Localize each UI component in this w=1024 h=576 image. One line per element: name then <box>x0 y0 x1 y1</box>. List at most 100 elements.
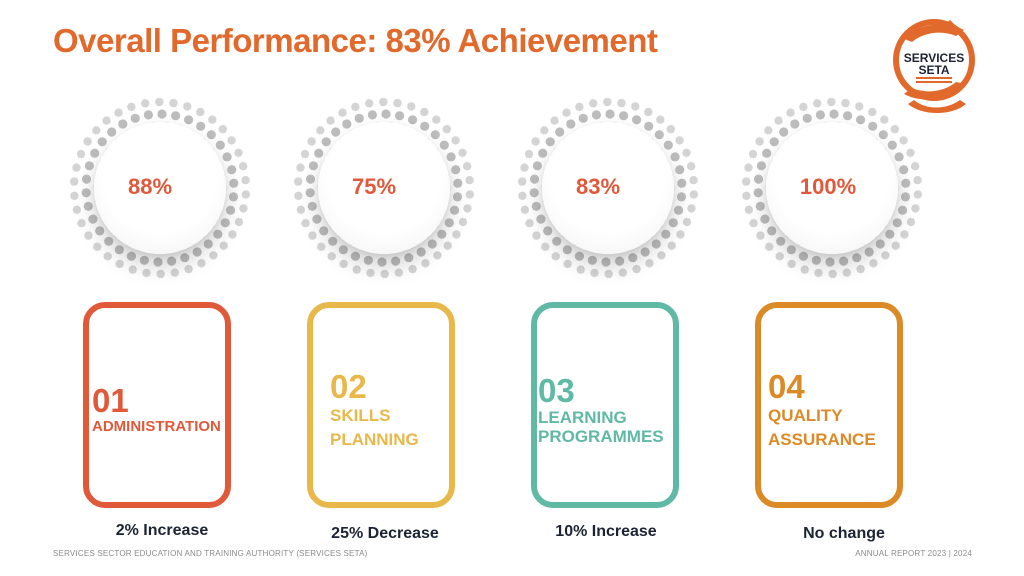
decorative-dot <box>234 217 244 227</box>
decorative-dot <box>760 214 770 224</box>
logo-text-services: SERVICES <box>904 51 964 65</box>
decorative-dot <box>894 152 904 162</box>
decorative-dot <box>227 165 237 175</box>
decorative-dot <box>799 102 808 112</box>
percent-value: 75% <box>351 174 397 199</box>
decorative-dot <box>749 219 758 228</box>
decorative-dot <box>430 130 440 140</box>
decorative-dot <box>852 253 862 263</box>
decorative-dot <box>744 163 753 172</box>
decorative-dot <box>900 230 909 239</box>
decorative-dot <box>312 214 322 224</box>
decorative-dot <box>774 116 783 125</box>
decorative-dot <box>452 230 461 239</box>
decorative-dot <box>682 148 691 157</box>
decorative-dot <box>755 201 765 211</box>
decorative-dot <box>70 191 79 200</box>
decorative-dot <box>463 162 472 171</box>
decorative-dot <box>843 111 853 121</box>
card-label: LEARNING PROGRAMMES <box>538 408 664 446</box>
decorative-dot <box>856 115 866 125</box>
decorative-dot <box>307 137 316 146</box>
decorative-dot <box>451 136 460 145</box>
decorative-dot <box>628 253 638 263</box>
decorative-dot <box>142 268 151 278</box>
decorative-dot <box>81 188 91 198</box>
decorative-dot <box>167 256 177 266</box>
decorative-dot <box>644 107 653 117</box>
decorative-dot <box>77 219 86 228</box>
decorative-dot <box>687 162 696 171</box>
decorative-dot <box>531 137 540 146</box>
decorative-dot <box>900 192 911 202</box>
decorative-dot <box>787 259 796 269</box>
decorative-dot <box>868 107 877 117</box>
decorative-dot <box>118 119 128 129</box>
decorative-dot <box>674 205 684 215</box>
decorative-dot <box>88 214 98 224</box>
decorative-dot <box>331 127 341 137</box>
decorative-dot <box>427 239 437 249</box>
decorative-dot <box>206 130 216 140</box>
decorative-dot <box>645 259 654 268</box>
decorative-dot <box>170 268 179 277</box>
decorative-dot <box>532 231 541 240</box>
decorative-dot <box>868 121 878 131</box>
decorative-dot <box>458 148 467 157</box>
decorative-dot <box>786 245 796 255</box>
logo-text-seta: SETA <box>918 63 949 77</box>
decorative-dot <box>463 204 472 213</box>
decorative-dot <box>156 269 165 279</box>
decorative-dot <box>689 190 698 199</box>
change-label: 10% Increase <box>555 523 657 540</box>
change-label: No change <box>803 525 885 542</box>
decorative-dot <box>841 98 850 108</box>
decorative-dot <box>864 247 874 257</box>
decorative-dot <box>391 256 401 266</box>
decorative-dot <box>381 109 391 119</box>
decorative-dot <box>365 99 374 108</box>
decorative-dot <box>543 226 553 236</box>
decorative-dot <box>81 174 92 184</box>
decorative-dot <box>798 251 808 261</box>
decorative-dot <box>342 119 352 129</box>
decorative-dot <box>811 255 821 265</box>
decorative-dot <box>139 255 149 265</box>
decorative-dot <box>775 252 784 261</box>
decorative-dot <box>192 247 202 257</box>
decorative-dot <box>562 108 571 117</box>
decorative-dot <box>566 119 576 129</box>
footer-report: ANNUAL REPORT 2023 | 2024 <box>855 549 972 558</box>
decorative-dot <box>524 149 534 159</box>
decorative-dot <box>305 174 316 184</box>
decorative-dot <box>219 241 228 250</box>
decorative-dot <box>308 161 318 171</box>
decorative-dot <box>670 152 680 162</box>
decorative-dot <box>83 137 92 146</box>
decorative-dot <box>815 110 825 120</box>
decorative-dot <box>114 245 124 255</box>
decorative-dot <box>913 190 922 199</box>
percent-value: 88% <box>127 174 173 199</box>
decorative-dot <box>901 178 911 188</box>
decorative-dot <box>103 252 112 261</box>
decorative-dot <box>532 161 542 171</box>
decorative-dot <box>828 269 837 279</box>
decorative-dot <box>227 136 236 145</box>
decorative-dot <box>203 239 213 249</box>
decorative-dot <box>416 247 426 257</box>
decorative-dot <box>317 242 326 251</box>
decorative-dot <box>562 245 572 255</box>
decorative-dot <box>453 178 463 188</box>
footer-organisation: SERVICES SECTOR EDUCATION AND TRAINING A… <box>53 549 368 558</box>
decorative-dot <box>226 205 236 215</box>
decorative-dot <box>578 113 588 123</box>
decorative-dot <box>408 115 418 125</box>
decorative-dot <box>589 99 598 108</box>
decorative-dot <box>338 108 347 117</box>
decorative-dot <box>444 218 454 228</box>
decorative-dot <box>241 190 250 199</box>
decorative-dot <box>605 109 615 119</box>
decorative-dot <box>197 259 206 268</box>
decorative-dot <box>326 116 335 125</box>
